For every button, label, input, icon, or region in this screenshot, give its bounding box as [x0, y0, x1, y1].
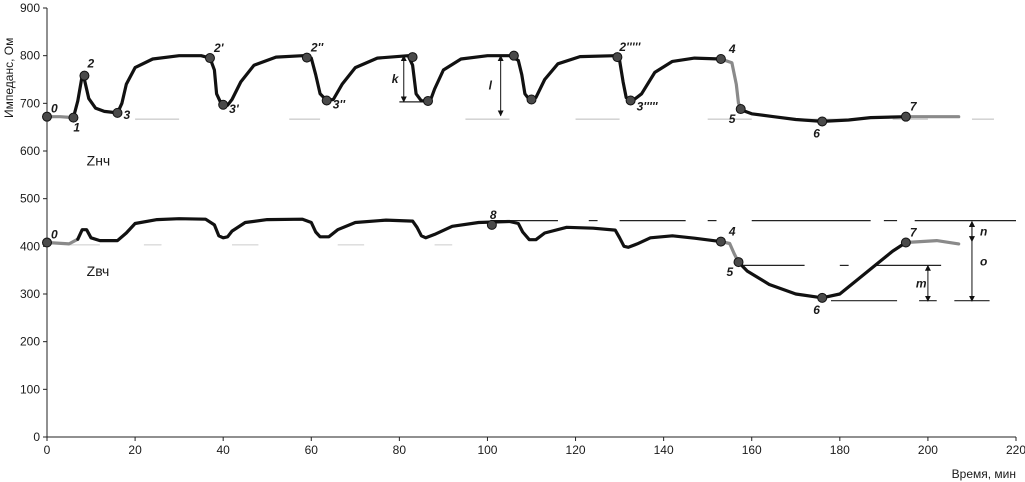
dimension-label-n: n: [980, 225, 987, 239]
dimension-label-o: o: [980, 254, 987, 268]
series-label: Zвч: [87, 263, 110, 279]
data-point-marker: [526, 94, 537, 105]
point-label: 8: [490, 208, 497, 222]
point-label: 0: [51, 102, 58, 116]
y-tick-label: 800: [20, 49, 40, 63]
point-label: 3: [123, 108, 130, 122]
dimension-label-k: k: [392, 72, 400, 86]
data-point-marker: [900, 237, 911, 248]
y-axis-title: Импеданс, Ом: [2, 38, 16, 118]
y-tick-label: 0: [33, 430, 40, 444]
point-label: 3': [229, 102, 240, 116]
reference-dash-lines: [69, 101, 1016, 302]
series-lines: [45, 54, 961, 300]
x-axis-title: Время, мин: [952, 467, 1016, 481]
data-point-marker: [735, 104, 746, 115]
data-point-marker: [42, 111, 52, 122]
data-point-marker: [817, 292, 828, 303]
data-point-marker: [733, 257, 744, 268]
point-label: 7: [910, 226, 918, 240]
point-label: 6: [813, 126, 820, 140]
y-tick-label: 900: [20, 1, 40, 15]
x-tick-label: 20: [128, 443, 142, 457]
x-tick-label: 180: [830, 443, 850, 457]
x-tick-label: 200: [918, 443, 938, 457]
data-point-marker: [900, 111, 911, 122]
data-point-marker: [817, 116, 828, 127]
dimension-label-m: m: [916, 276, 927, 290]
point-label: 3''''': [637, 99, 659, 113]
data-point-marker: [612, 52, 623, 63]
x-tick-label: 140: [654, 443, 674, 457]
data-point-marker: [68, 112, 79, 123]
point-label: 2: [86, 57, 94, 71]
series-label: Zнч: [87, 152, 111, 168]
data-point-marker: [321, 95, 332, 106]
y-tick-label: 100: [20, 382, 40, 396]
dimension-annotations: k l m n o Zнч Zвч: [87, 55, 987, 302]
y-tick-label: 700: [20, 96, 40, 110]
x-tick-label: 100: [477, 443, 497, 457]
point-markers: 0 1 2 3 2' 3' 2'' 3'' 2''''' 3''''' 4 5 6 7 0 8 4 5 6 7: [42, 40, 918, 317]
y-tick-label: 400: [20, 239, 40, 253]
point-label: 4: [728, 225, 736, 239]
axes: [46, 8, 1016, 438]
data-point-marker: [42, 237, 52, 248]
y-tick-label: 500: [20, 192, 40, 206]
series-line-zvch: [45, 237, 80, 246]
data-point-marker: [625, 95, 636, 106]
point-label: 5: [727, 265, 734, 279]
point-label: 2'': [310, 41, 325, 55]
series-line-zvch: [76, 217, 723, 249]
series-line-znch: [741, 108, 908, 123]
point-label: 7: [910, 100, 918, 114]
data-point-marker: [204, 53, 215, 64]
data-point-marker: [508, 50, 519, 61]
data-point-marker: [407, 52, 418, 63]
series-line-znch: [719, 57, 745, 113]
y-tick-label: 600: [20, 144, 40, 158]
point-label: 5: [729, 112, 736, 126]
point-label: 1: [73, 121, 80, 135]
data-point-marker: [486, 219, 497, 230]
point-label: 2': [213, 41, 225, 55]
x-tick-label: 0: [44, 443, 51, 457]
series-line-znch: [71, 54, 723, 120]
dimension-label-l: l: [489, 79, 493, 93]
data-point-marker: [112, 107, 123, 118]
point-label: 0: [51, 228, 58, 242]
series-line-zvch: [736, 240, 908, 300]
data-point-marker: [715, 236, 726, 247]
point-label: 3'': [333, 97, 347, 111]
x-tick-label: 80: [393, 443, 407, 457]
point-label: 2''''': [618, 40, 641, 54]
x-tick-label: 120: [566, 443, 586, 457]
x-tick-label: 40: [217, 443, 231, 457]
data-point-marker: [422, 95, 433, 106]
data-point-marker: [79, 70, 90, 81]
x-tick-label: 60: [305, 443, 319, 457]
x-tick-label: 160: [742, 443, 762, 457]
data-point-marker: [715, 54, 726, 65]
series-line-zvch: [904, 239, 961, 246]
ticks: 0 20 40 60 80 100 120 140 160 180 200 2200100200300…: [20, 1, 1025, 457]
y-tick-label: 200: [20, 335, 40, 349]
point-label: 4: [728, 42, 736, 56]
point-label: 6: [813, 303, 820, 317]
x-tick-label: 220: [1006, 443, 1025, 457]
data-point-marker: [218, 99, 229, 110]
data-point-marker: [301, 52, 312, 63]
y-tick-label: 300: [20, 287, 40, 301]
